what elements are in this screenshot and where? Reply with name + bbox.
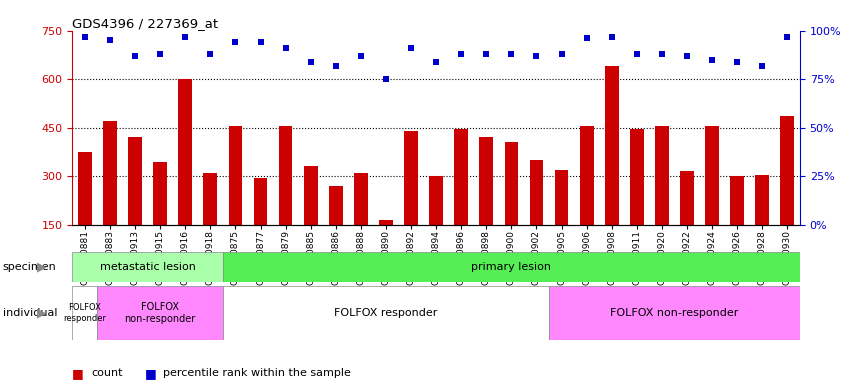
Point [203, 51, 217, 57]
Point [580, 35, 593, 41]
Point [705, 57, 719, 63]
Text: individual: individual [3, 308, 57, 318]
Bar [630, 129, 643, 225]
Point [229, 39, 243, 45]
Point [254, 39, 267, 45]
Bar [103, 121, 117, 225]
Bar [254, 178, 267, 225]
Bar [429, 176, 443, 225]
Bar [454, 129, 468, 225]
Bar [605, 66, 619, 225]
Bar [129, 137, 142, 225]
Bar [179, 79, 192, 225]
Bar [223, 286, 549, 340]
Bar [72, 286, 97, 340]
Bar [680, 171, 694, 225]
Point [780, 33, 794, 40]
Point [479, 51, 493, 57]
Text: metastatic lesion: metastatic lesion [100, 262, 196, 272]
Bar [223, 252, 800, 282]
Bar [78, 152, 92, 225]
Point [304, 59, 317, 65]
Bar [555, 170, 568, 225]
Bar [354, 173, 368, 225]
Bar [705, 126, 719, 225]
Bar [505, 142, 518, 225]
Text: primary lesion: primary lesion [471, 262, 551, 272]
Point [655, 51, 669, 57]
Point [605, 33, 619, 40]
Bar [153, 162, 167, 225]
Point [730, 59, 744, 65]
Point [529, 53, 543, 59]
Point [454, 51, 468, 57]
Text: ▶: ▶ [37, 306, 46, 319]
Text: percentile rank within the sample: percentile rank within the sample [163, 368, 351, 378]
Point [78, 33, 92, 40]
Text: GDS4396 / 227369_at: GDS4396 / 227369_at [72, 17, 219, 30]
Text: specimen: specimen [3, 262, 56, 272]
Point [179, 33, 192, 40]
Text: ■: ■ [72, 367, 84, 380]
Point [129, 53, 142, 59]
Bar [756, 175, 769, 225]
Bar [229, 126, 243, 225]
Bar [379, 220, 393, 225]
Bar [304, 167, 317, 225]
Point [279, 45, 293, 51]
Text: FOLFOX
non-responder: FOLFOX non-responder [124, 302, 196, 324]
Text: FOLFOX
responder: FOLFOX responder [63, 303, 106, 323]
Bar [404, 131, 418, 225]
Bar [655, 126, 669, 225]
Bar [529, 160, 544, 225]
Bar [549, 286, 800, 340]
Point [380, 76, 393, 82]
Bar [203, 173, 217, 225]
Point [555, 51, 568, 57]
Point [354, 53, 368, 59]
Bar [479, 137, 494, 225]
Point [756, 63, 769, 69]
Bar [730, 176, 744, 225]
Point [429, 59, 443, 65]
Bar [328, 186, 343, 225]
Bar [97, 286, 223, 340]
Point [103, 37, 117, 43]
Point [153, 51, 167, 57]
Point [630, 51, 643, 57]
Point [505, 51, 518, 57]
Text: ■: ■ [145, 367, 157, 380]
Text: ▶: ▶ [37, 260, 46, 273]
Bar [780, 116, 794, 225]
Point [680, 53, 694, 59]
Point [404, 45, 418, 51]
Bar [72, 252, 223, 282]
Text: FOLFOX responder: FOLFOX responder [334, 308, 437, 318]
Bar [580, 126, 594, 225]
Point [329, 63, 343, 69]
Text: FOLFOX non-responder: FOLFOX non-responder [610, 308, 739, 318]
Bar [278, 126, 293, 225]
Text: count: count [91, 368, 123, 378]
